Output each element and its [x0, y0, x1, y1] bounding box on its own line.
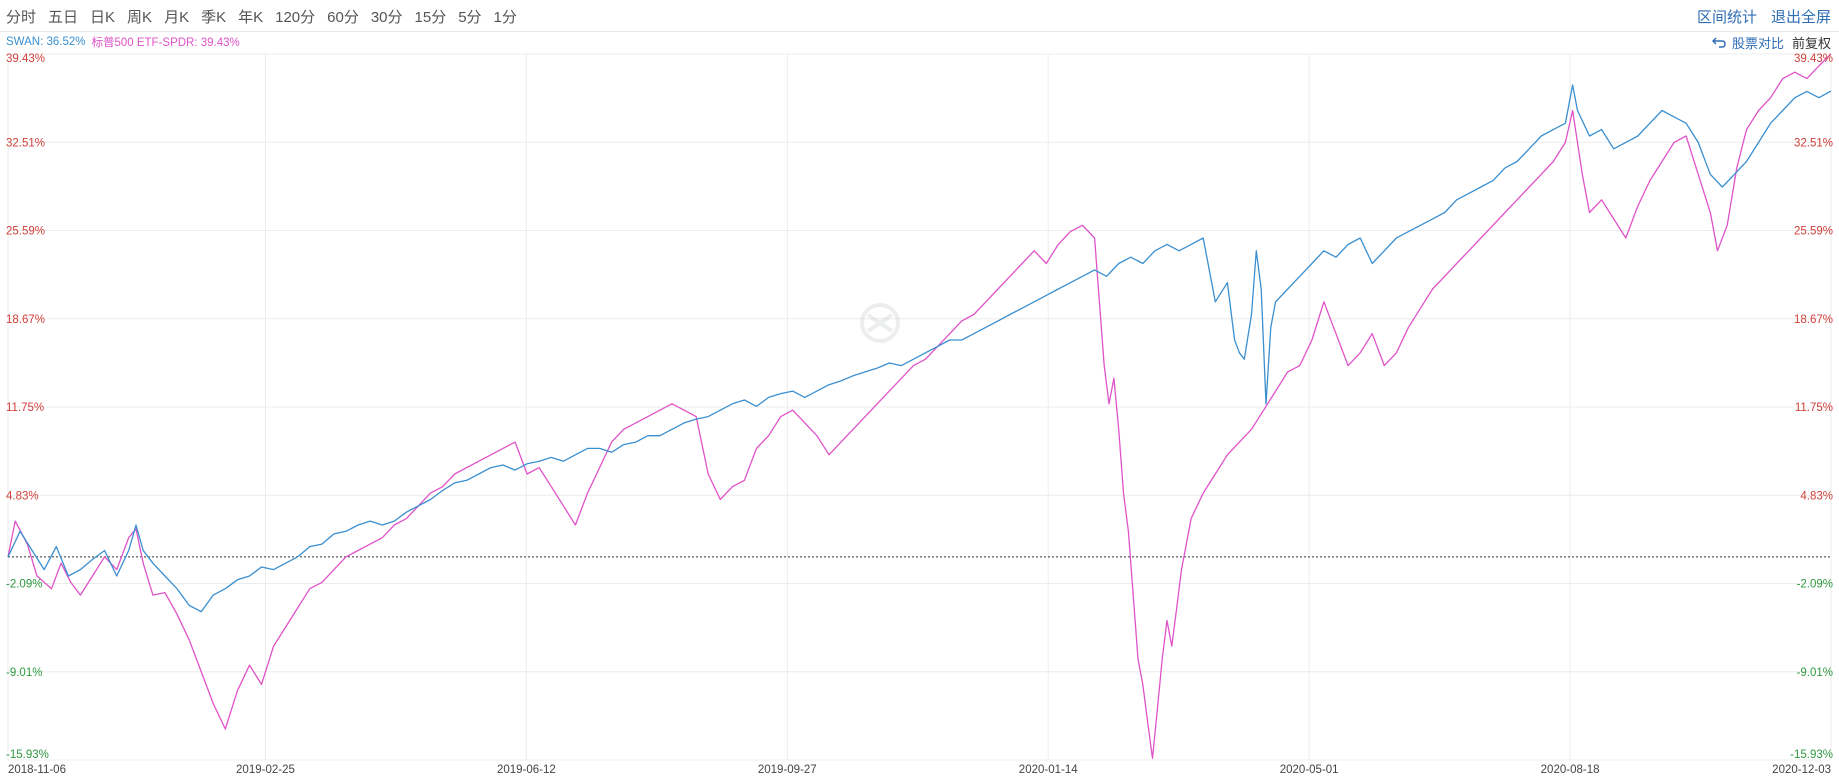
period-tab[interactable]: 周K: [127, 8, 153, 26]
compare-label: 股票对比: [1731, 35, 1784, 51]
x-tick-label: 2020-08-18: [1541, 764, 1600, 776]
y-tick-label-left: 25.59%: [6, 226, 45, 238]
legend-spy: 标普500 ETF-SPDR: 39.43%: [91, 37, 240, 49]
period-tab[interactable]: 季K: [201, 8, 227, 26]
y-tick-label-left: 39.43%: [6, 53, 45, 65]
period-tab[interactable]: 分时: [6, 8, 37, 26]
y-tick-label-left: -9.01%: [6, 667, 42, 679]
period-tab[interactable]: 日K: [90, 8, 116, 26]
x-tick-label: 2019-02-25: [236, 764, 295, 776]
y-tick-label-left: 4.83%: [6, 490, 39, 502]
period-tab[interactable]: 120分: [275, 8, 316, 26]
chart-grid: [7, 53, 1832, 761]
y-tick-label-right: 32.51%: [1794, 137, 1833, 149]
y-tick-label-right: 4.83%: [1800, 490, 1833, 502]
x-tick-label: 2019-09-27: [758, 764, 817, 776]
range-stats-button[interactable]: 区间统计: [1696, 8, 1757, 26]
x-tick-label: 2020-05-01: [1280, 764, 1339, 776]
swan-series-line: [7, 84, 1832, 613]
y-axis-left: 39.43% 32.51% 25.59% 18.67% 11.75% 4.83% -2.09…: [6, 53, 49, 761]
period-tab[interactable]: 30分: [370, 8, 403, 26]
y-axis-right: 39.43% 32.51% 25.59% 18.67% 11.75% 4.83% -2.09…: [1790, 53, 1833, 761]
y-tick-label-right: -9.01%: [1797, 667, 1833, 679]
y-tick-label-left: 11.75%: [6, 402, 44, 414]
period-tab[interactable]: 五日: [48, 8, 79, 26]
toolbar-actions: 区间统计 退出全屏: [1683, 0, 1831, 32]
return-arrow-icon: [1711, 37, 1726, 48]
y-tick-label-left: 18.67%: [6, 314, 45, 326]
legend-bar: SWAN: 36.52% 标普500 ETF-SPDR: 39.43% 股票对比…: [0, 32, 1839, 52]
y-tick-label-right: 11.75%: [1795, 402, 1833, 414]
period-tab[interactable]: 月K: [164, 8, 190, 26]
adjust-mode-label[interactable]: 前复权: [1791, 35, 1831, 51]
x-tick-label: 2020-12-03: [1772, 764, 1831, 776]
y-tick-label-right: 25.59%: [1794, 226, 1833, 238]
xueqiu-watermark: [860, 303, 900, 343]
y-tick-label-left: 32.51%: [6, 137, 45, 149]
period-tab[interactable]: 60分: [327, 8, 359, 26]
period-toolbar: 分时 五日 日K 周K 月K 季K 年K 120分 60分 30分 15分 5分 1分 区间统计 退出全…: [0, 0, 1839, 32]
x-tick-label: 2019-06-12: [497, 764, 556, 776]
spy-series-line: [7, 53, 1832, 759]
y-tick-label-left: -15.93%: [6, 749, 49, 761]
period-tabs: 分时 五日 日K 周K 月K 季K 年K 120分 60分 30分 15分 5分 1分: [6, 0, 529, 32]
x-axis: 2018-11-06 2019-02-25 2019-06-12 2019-09-27…: [8, 764, 1831, 776]
period-tab[interactable]: 15分: [414, 8, 447, 26]
period-tab[interactable]: 年K: [238, 8, 264, 26]
x-tick-label: 2020-01-14: [1019, 764, 1078, 776]
period-tab[interactable]: 1分: [493, 8, 517, 26]
series-layer: [7, 53, 1832, 759]
y-tick-label-right: -15.93%: [1790, 749, 1833, 761]
chart-legend: SWAN: 36.52% 标普500 ETF-SPDR: 39.43%: [6, 32, 246, 52]
period-tab[interactable]: 5分: [458, 8, 482, 26]
y-tick-label-right: 39.43%: [1794, 53, 1833, 65]
legend-swan: SWAN: 36.52%: [6, 36, 86, 48]
chart-controls: 股票对比 前复权: [1711, 32, 1831, 52]
x-tick-label: 2018-11-06: [8, 764, 66, 776]
y-tick-label-right: -2.09%: [1797, 579, 1833, 591]
y-tick-label-left: -2.09%: [6, 579, 42, 591]
exit-fullscreen-button[interactable]: 退出全屏: [1770, 8, 1831, 26]
compare-button[interactable]: 股票对比: [1711, 33, 1784, 52]
y-tick-label-right: 18.67%: [1794, 314, 1833, 326]
